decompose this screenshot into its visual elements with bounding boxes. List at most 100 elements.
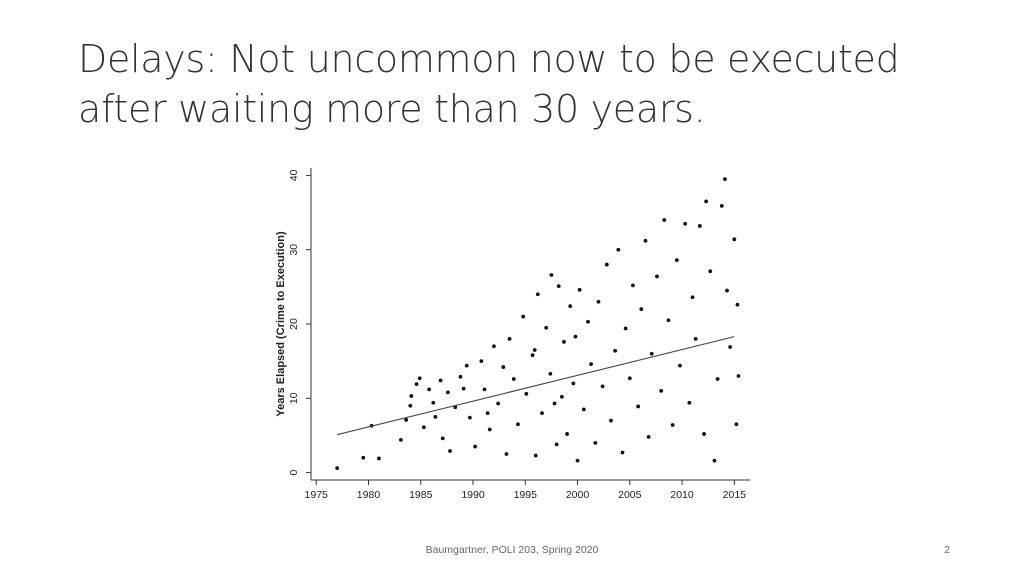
slide-title: Delays: Not uncommon now to be executed … — [78, 34, 978, 134]
scatter-point — [511, 377, 516, 381]
scatter-point — [620, 450, 625, 455]
scatter-point — [507, 336, 512, 341]
x-tick-label: 1980 — [357, 489, 381, 501]
scatter-point — [565, 432, 569, 436]
scatter-point — [690, 295, 695, 300]
scatter-point — [593, 440, 598, 445]
scatter-point — [533, 453, 538, 458]
scatter-point — [485, 411, 490, 416]
x-tick-label: 1995 — [514, 489, 538, 501]
scatter-point — [427, 387, 432, 392]
y-tick-label: 10 — [288, 392, 300, 404]
scatter-point — [361, 455, 366, 460]
scatter-point — [479, 359, 484, 364]
scatter-point — [725, 288, 729, 293]
scatter-point — [568, 304, 573, 309]
scatter-point — [613, 348, 618, 353]
scatter-point — [549, 273, 554, 277]
scatter-point — [609, 418, 613, 423]
scatter-point — [530, 353, 535, 358]
scatter-point — [697, 224, 702, 228]
y-tick-label: 0 — [288, 469, 300, 475]
scatter-point — [577, 287, 582, 292]
scatter-point — [683, 221, 688, 226]
scatter-point — [433, 414, 438, 419]
scatter-point — [670, 423, 675, 427]
y-axis: 0 10 20 30 40 — [288, 168, 312, 480]
scatter-point — [575, 458, 580, 463]
scatter-point — [616, 247, 621, 252]
x-tick-label: 1975 — [305, 489, 329, 501]
x-tick-label: 2000 — [566, 489, 590, 501]
scatter-point — [464, 363, 469, 368]
scatter-point — [631, 283, 635, 288]
y-tick-label: 30 — [288, 244, 300, 256]
scatter-point — [461, 386, 466, 391]
scatter-point — [623, 326, 628, 331]
scatter-point — [501, 365, 506, 369]
scatter-point — [573, 334, 578, 339]
scatter-point — [662, 218, 667, 222]
scatter-point — [715, 377, 720, 381]
scatter-point — [559, 394, 564, 399]
scatter-point — [414, 382, 419, 387]
scatter-point — [596, 299, 601, 304]
scatter-point — [446, 390, 450, 395]
scatter-point — [678, 363, 682, 368]
scatter-point — [438, 378, 443, 383]
scatter-point — [524, 391, 529, 396]
scatter-point — [504, 452, 509, 456]
scatter-point — [492, 344, 496, 349]
scatter-point — [659, 388, 664, 393]
x-tick-label: 1990 — [461, 489, 485, 501]
scatter-point — [636, 404, 641, 409]
x-tick-label: 2010 — [670, 489, 694, 501]
scatter-point — [604, 262, 609, 267]
scatter-point — [521, 314, 526, 319]
scatter-point — [649, 351, 654, 356]
y-tick-label: 20 — [288, 318, 300, 330]
x-axis: 1975 1980 1985 1990 1995 2000 2005 2010 2015 — [305, 479, 750, 501]
scatter-point — [448, 449, 452, 453]
scatter-point — [655, 274, 659, 279]
scatter-point — [556, 284, 561, 289]
scatter-point — [409, 394, 414, 398]
scatter-point — [693, 336, 698, 341]
scatter-point — [719, 203, 724, 208]
scatter-point — [581, 407, 586, 412]
slide-title-line-2: after waiting more than 30 years. — [78, 87, 706, 131]
scatter-point — [544, 325, 549, 330]
scatter-point — [627, 376, 632, 381]
page-number: 2 — [944, 544, 950, 556]
scatter-point — [736, 374, 741, 378]
scatter-point — [404, 417, 409, 422]
scatter-chart: 0 10 20 30 40 1975 1980 1985 1990 1995 2000 2005 20… — [275, 168, 750, 501]
scatter-point — [600, 384, 605, 389]
scatter-point — [377, 456, 381, 461]
scatter-point — [646, 435, 651, 439]
scatter-point — [702, 432, 706, 436]
scatter-point — [728, 345, 733, 349]
x-tick-label: 2005 — [618, 489, 642, 501]
scatter-point — [571, 381, 576, 386]
slide-title-line-1: Delays: Not uncommon now to be executed — [78, 37, 900, 81]
scatter-point — [516, 422, 520, 427]
scatter-point — [540, 411, 544, 416]
scatter-point — [440, 436, 445, 441]
scatter-point — [666, 318, 671, 323]
scatter-point — [535, 292, 540, 297]
scatter-point — [723, 177, 727, 182]
x-tick-label: 1985 — [409, 489, 433, 501]
scatter-point — [712, 458, 717, 463]
scatter-point — [639, 307, 644, 312]
scatter-point — [458, 374, 463, 379]
scatter-point — [708, 269, 713, 274]
scatter-point — [734, 422, 739, 427]
scatter-point — [473, 444, 478, 449]
scatter-point — [643, 238, 648, 243]
scatter-point — [562, 339, 566, 344]
scatter-points — [335, 177, 741, 471]
y-axis-label: Years Elapsed (Crime to Execution) — [275, 231, 287, 417]
trend-line — [336, 336, 735, 436]
slide-footer: Baumgartner, POLI 203, Spring 2020 — [425, 544, 599, 556]
